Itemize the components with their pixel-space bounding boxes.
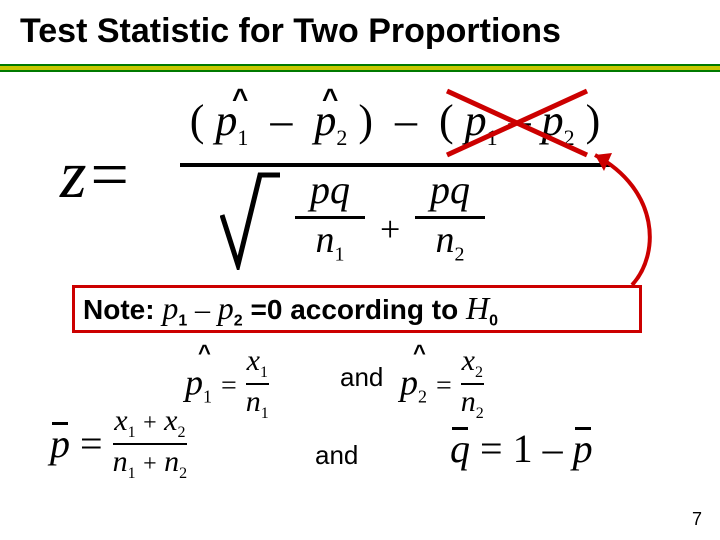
note-text: =0 according to [250, 294, 458, 325]
page-number: 7 [692, 509, 702, 530]
p-sym: p [162, 290, 178, 326]
rparen: ) [358, 96, 373, 145]
sub0: 0 [489, 313, 498, 330]
phat1-def: p1 = x1 n1 [185, 348, 269, 424]
sub1: 1 [237, 125, 248, 150]
pq-over-n1: pq n1 [295, 170, 365, 265]
q-sym: q [330, 167, 350, 212]
sub2: 2 [234, 313, 243, 330]
p-sym: p [573, 426, 593, 471]
pq-bar: pq [295, 170, 365, 214]
sub1: 1 [261, 405, 269, 422]
x2-over-n2: x2 n2 [461, 346, 484, 422]
minus: – [395, 96, 417, 145]
main-fraction: ^ ^ ( p1 – p2 ) – ( p1 – p2 ) [180, 85, 610, 270]
sub1: 1 [128, 424, 136, 441]
sub2: 2 [476, 405, 484, 422]
eq: = [436, 370, 452, 401]
n-sym: n [246, 385, 261, 418]
x-sym: x [114, 404, 127, 437]
rparen: ) [586, 96, 601, 145]
and-text: and [340, 362, 383, 393]
phat2-def: p2 = x2 n2 [400, 348, 484, 424]
p-sym: p [430, 167, 450, 212]
sub2: 2 [179, 465, 187, 482]
n-sym: n [113, 445, 128, 478]
q-sym: q [450, 426, 470, 471]
eq: = [80, 421, 103, 466]
z-equals: z= [60, 135, 129, 214]
slide: Test Statistic for Two Proportions z= ^ … [0, 0, 720, 540]
pq-over-n2: pq n2 [415, 170, 485, 265]
qbar-def: q = 1 – p [450, 425, 593, 472]
numerator: ^ ^ ( p1 – p2 ) – ( p1 – p2 ) [180, 85, 610, 160]
n-sym: n [316, 219, 335, 261]
pbar-def: p = x1 + x2 n1 + n2 [50, 410, 187, 486]
title-band: Test Statistic for Two Proportions [0, 0, 720, 70]
z-symbol: z [60, 136, 86, 212]
x-sym: x [164, 404, 177, 437]
x-sym: x [247, 344, 260, 377]
sub2: 2 [336, 125, 347, 150]
sub2: 2 [564, 125, 575, 150]
p-sym: p [185, 362, 203, 402]
sub2: 2 [177, 424, 185, 441]
sub2: 2 [475, 364, 483, 381]
plus-sign: + [380, 208, 400, 250]
minus: – [509, 96, 531, 145]
p-sym: p [542, 96, 564, 145]
slide-title: Test Statistic for Two Proportions [20, 12, 700, 51]
sub1: 1 [260, 364, 268, 381]
sub2: 2 [418, 386, 427, 406]
denominator: pq n1 + pq n2 [220, 170, 580, 270]
n-sym: n [436, 219, 455, 261]
z-formula: z= ^ ^ ( p1 – p2 ) – ( p1 – p2 ) [60, 85, 660, 270]
divider-inner [0, 66, 720, 70]
p-sym: p [314, 96, 336, 145]
lparen: ( [190, 96, 205, 145]
minus: – [543, 426, 563, 471]
sub2: 2 [455, 244, 465, 266]
one: 1 [513, 426, 533, 471]
H-sym: H [466, 290, 489, 326]
sub1: 1 [203, 386, 212, 406]
lparen: ( [439, 96, 454, 145]
plus: + [143, 410, 157, 436]
pooled-frac: x1 + x2 n1 + n2 [113, 406, 188, 482]
sqrt-icon [220, 170, 280, 270]
minus: – [195, 293, 210, 326]
fraction-bar [180, 163, 610, 167]
n-sym: n [461, 385, 476, 418]
note-box: Note: p1 – p2 =0 according to H0 [72, 285, 642, 333]
sub1: 1 [178, 313, 187, 330]
numerator-text: ( p1 – p2 ) – ( p1 – p2 ) [180, 95, 610, 151]
n-sym: n [164, 445, 179, 478]
pq-bar: pq [415, 170, 485, 214]
p-sym: p [465, 96, 487, 145]
equals-sign: = [90, 136, 128, 212]
eq: = [221, 370, 237, 401]
sub1: 1 [487, 125, 498, 150]
sub1: 1 [335, 244, 345, 266]
p-sym: p [310, 167, 330, 212]
p-sym: p [215, 96, 237, 145]
q-sym: q [450, 167, 470, 212]
sub1: 1 [128, 465, 136, 482]
and-text: and [315, 440, 358, 471]
p-sym: p [400, 362, 418, 402]
minus: – [270, 96, 292, 145]
x-sym: x [462, 344, 475, 377]
note-label: Note: [83, 294, 155, 325]
n1: n1 [295, 221, 365, 265]
definitions: ^ p1 = x1 n1 and ^ p2 = x2 n2 p = [50, 340, 680, 510]
plus: + [143, 451, 157, 477]
n2: n2 [415, 221, 485, 265]
x1-over-n1: x1 n1 [246, 346, 269, 422]
p-sym: p [218, 290, 234, 326]
eq: = [480, 426, 503, 471]
p-sym: p [50, 421, 70, 466]
